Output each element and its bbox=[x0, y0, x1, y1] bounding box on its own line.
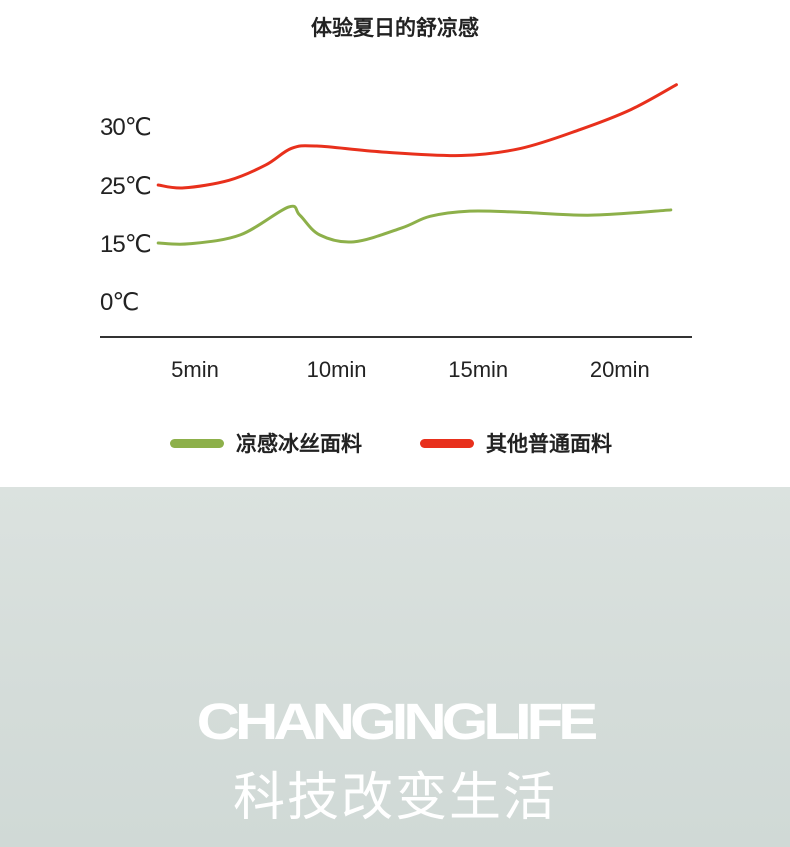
y-tick-label: 15℃ bbox=[100, 231, 151, 258]
y-tick-label: 30℃ bbox=[100, 114, 151, 141]
x-tick-label: 15min bbox=[448, 357, 508, 382]
legend-label: 其他普通面料 bbox=[486, 432, 612, 456]
legend-item-regular-fabric: 其他普通面料 bbox=[420, 428, 612, 458]
y-tick-label: 25℃ bbox=[100, 173, 151, 200]
x-tick-label: 10min bbox=[307, 357, 367, 382]
legend-swatch bbox=[170, 438, 224, 448]
line-chart: 0℃ 15℃ 25℃ 30℃ 5min 10min 15min 20min bbox=[100, 83, 692, 382]
x-tick-label: 20min bbox=[590, 357, 650, 382]
banner-chinese-slogan: 科技改变生活 bbox=[232, 768, 557, 828]
series-line-regular-fabric bbox=[156, 83, 678, 190]
legend-swatch bbox=[420, 438, 474, 448]
x-tick-label: 5min bbox=[171, 357, 219, 382]
banner-english-slogan: CHANGINGLIFE bbox=[196, 693, 599, 750]
legend-item-cool-silk: 凉感冰丝面料 bbox=[170, 428, 362, 458]
banner: CHANGINGLIFE 科技改变生活 bbox=[0, 487, 790, 847]
y-tick-label: 0℃ bbox=[100, 289, 138, 316]
series-line-cool-silk bbox=[156, 204, 673, 246]
legend-label: 凉感冰丝面料 bbox=[236, 432, 362, 456]
chart-title: 体验夏日的舒凉感 bbox=[311, 16, 479, 40]
